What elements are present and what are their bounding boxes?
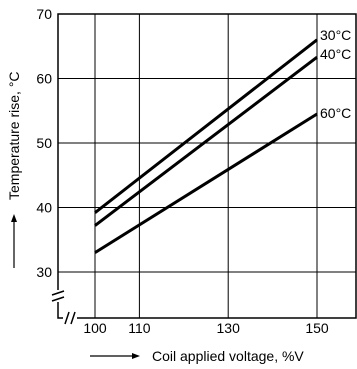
series-lines xyxy=(94,38,318,254)
y-tick-label-30: 30 xyxy=(36,264,52,280)
y-tick-label-70: 70 xyxy=(36,6,52,22)
y-axis-arrow-head xyxy=(11,214,17,222)
series-line-3 xyxy=(94,112,318,254)
y-axis-break xyxy=(50,290,66,302)
x-axis-arrow-head xyxy=(132,353,140,359)
x-tick-label-100: 100 xyxy=(83,320,107,336)
y-tick-label-60: 60 xyxy=(36,71,52,87)
y-tick-label-40: 40 xyxy=(36,200,52,216)
series-line-1 xyxy=(94,38,318,214)
grid-vertical-lines xyxy=(94,14,318,318)
y-tick-labels: 30 40 50 60 70 xyxy=(36,6,52,280)
plot-frame xyxy=(57,13,357,319)
series-labels: 30°C 40°C 60°C xyxy=(320,27,351,121)
series-label-2: 40°C xyxy=(320,46,351,62)
series-label-3: 60°C xyxy=(320,105,351,121)
x-tick-labels: 100 110 130 150 xyxy=(83,320,329,336)
series-label-1: 30°C xyxy=(320,27,351,43)
x-axis-break xyxy=(63,310,77,326)
x-axis-title-group: Coil applied voltage, %V xyxy=(90,348,304,364)
x-tick-label-130: 130 xyxy=(217,320,241,336)
y-axis-label: Temperature rise, °C xyxy=(6,71,22,200)
x-tick-label-110: 110 xyxy=(128,320,151,336)
y-axis-title-group: Temperature rise, °C xyxy=(6,71,22,268)
x-tick-label-150: 150 xyxy=(305,320,329,336)
x-axis-label: Coil applied voltage, %V xyxy=(152,348,304,364)
y-tick-label-50: 50 xyxy=(36,135,52,151)
series-line-2 xyxy=(94,56,318,227)
grid-horizontal-lines xyxy=(58,13,356,273)
